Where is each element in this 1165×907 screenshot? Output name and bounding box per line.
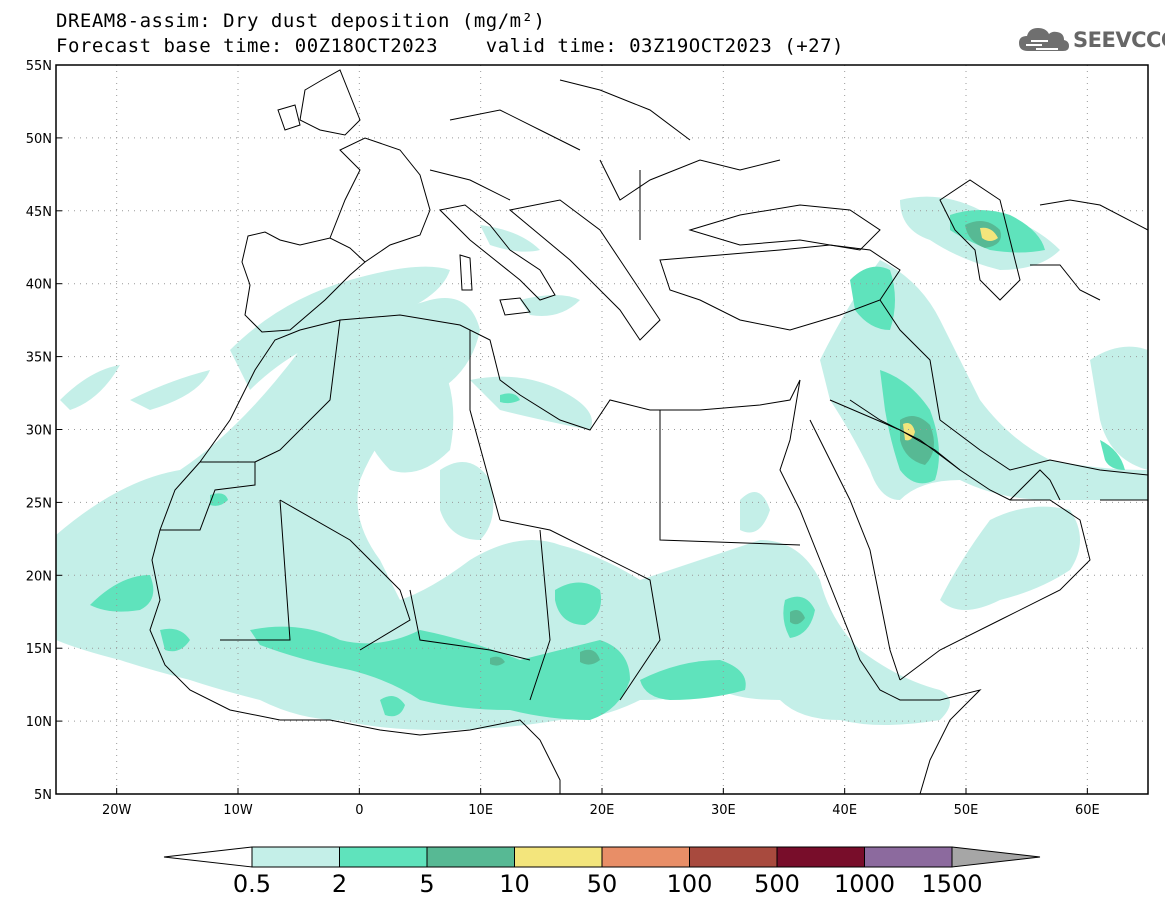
colorbar-segment xyxy=(251,846,340,868)
longitude-axis: 20W 10W 0 10E 20E 30E 40E 50E 60E xyxy=(102,788,1100,818)
lat-tick-label: 15N xyxy=(26,642,52,657)
lat-tick-label: 55N xyxy=(26,59,52,74)
lat-tick-label: 5N xyxy=(34,788,52,803)
colorbar-label: 1000 xyxy=(834,870,895,898)
colorbar-label: 500 xyxy=(754,870,800,898)
lon-tick-label: 50E xyxy=(954,803,979,818)
lat-tick-label: 30N xyxy=(26,424,52,439)
map-title-line1: DREAM8-assim: Dry dust deposition (mg/m²… xyxy=(56,10,546,32)
colorbar-segment xyxy=(601,846,690,868)
colorbar-segment xyxy=(514,846,603,868)
colorbar: 0.5 2 5 10 50 100 500 1000 1500 xyxy=(163,846,1041,898)
logo-text: SEEVCCC xyxy=(1073,28,1165,52)
lon-tick-label: 10E xyxy=(468,803,493,818)
seevccc-logo: SEEVCCC xyxy=(1018,24,1165,56)
lat-tick-label: 20N xyxy=(26,569,52,584)
lon-tick-label: 30E xyxy=(711,803,736,818)
colorbar-segment xyxy=(339,846,428,868)
cloud-icon xyxy=(1019,28,1069,51)
latitude-axis: 55N 50N 45N 40N 35N 30N 25N 20N 15N 10N 5N xyxy=(26,59,62,803)
colorbar-label: 0.5 xyxy=(233,870,271,898)
lat-tick-label: 25N xyxy=(26,496,52,511)
colorbar-label: 1500 xyxy=(921,870,982,898)
colorbar-label: 2 xyxy=(332,870,347,898)
colorbar-label: 100 xyxy=(667,870,713,898)
map-grid xyxy=(56,65,1148,794)
colorbar-label: 5 xyxy=(419,870,434,898)
lat-tick-label: 40N xyxy=(26,278,52,293)
colorbar-segment xyxy=(689,846,778,868)
lat-tick-label: 45N xyxy=(26,205,52,220)
coastlines-borders xyxy=(149,69,1148,794)
colorbar-label: 50 xyxy=(587,870,618,898)
lon-tick-label: 10W xyxy=(223,803,253,818)
lon-tick-label: 60E xyxy=(1075,803,1100,818)
colorbar-under-triangle xyxy=(163,846,253,868)
colorbar-segment xyxy=(864,846,953,868)
dust-deposition-field xyxy=(56,196,1148,730)
colorbar-label: 10 xyxy=(499,870,530,898)
lon-tick-label: 40E xyxy=(832,803,857,818)
colorbar-over-triangle xyxy=(951,846,1041,868)
colorbar-segment xyxy=(776,846,865,868)
lat-tick-label: 35N xyxy=(26,351,52,366)
lon-tick-label: 0 xyxy=(355,803,363,818)
lon-tick-label: 20W xyxy=(102,803,132,818)
lat-tick-label: 50N xyxy=(26,132,52,147)
lon-tick-label: 20E xyxy=(590,803,615,818)
colorbar-segment xyxy=(426,846,515,868)
map-title-line2: Forecast base time: 00Z18OCT2023 valid t… xyxy=(56,35,844,57)
lat-tick-label: 10N xyxy=(26,715,52,730)
